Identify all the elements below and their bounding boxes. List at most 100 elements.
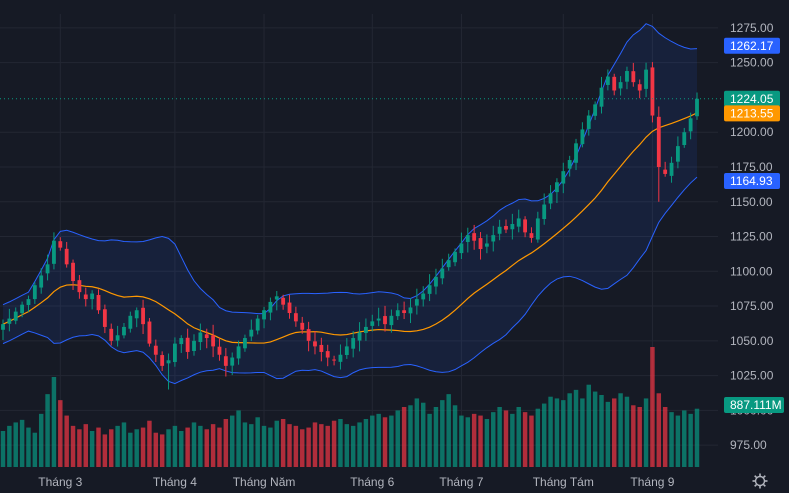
y-tick-label: 975.00 [730, 438, 767, 452]
candle-body [523, 219, 528, 233]
volume-bar [675, 415, 681, 467]
volume-bar [306, 427, 311, 467]
candle [516, 209, 521, 233]
candle [580, 122, 585, 148]
price-axis[interactable]: 975.001000.001025.001050.001075.001100.0… [730, 21, 774, 452]
candle [58, 237, 63, 251]
candle-body [236, 346, 241, 359]
candle-body [77, 280, 82, 293]
candle [637, 79, 642, 99]
candle [325, 344, 330, 367]
candles [1, 62, 699, 390]
candle [561, 162, 566, 194]
candle-body [115, 335, 120, 341]
candle-body [389, 315, 394, 326]
volume-badge-text: 887.111M [730, 398, 782, 412]
volume-bar [643, 398, 649, 467]
volume-bar [580, 398, 585, 467]
volume-bar [420, 402, 426, 467]
candle-body [153, 345, 158, 355]
candle [644, 62, 648, 98]
candle-body [625, 71, 629, 82]
candle-body [535, 218, 540, 240]
candle-body [669, 162, 674, 176]
volume-bar [497, 407, 502, 467]
volume-bar [0, 431, 6, 467]
volume-bar [535, 408, 541, 467]
volume-bar [38, 413, 44, 467]
candle [262, 306, 266, 329]
candle-body [166, 360, 171, 364]
volume-bar [637, 407, 642, 467]
volume-bar [249, 424, 254, 467]
volume-bar [204, 429, 209, 467]
moving-average-badge [724, 105, 780, 122]
volume-bar [96, 427, 101, 467]
candle-body [274, 296, 279, 300]
candle [414, 288, 419, 315]
candle-body [402, 310, 407, 314]
candle-body [453, 251, 457, 263]
volume-bar [357, 422, 362, 467]
candle [625, 66, 629, 90]
candle [204, 328, 209, 349]
candle-body [478, 238, 483, 250]
volume-bar [7, 425, 12, 467]
candle-body [58, 241, 63, 248]
volume-bar [510, 413, 515, 467]
volume-bar [217, 427, 222, 467]
candle [440, 258, 445, 285]
candle-body [332, 359, 336, 361]
volume-bar [51, 377, 57, 467]
candle [141, 299, 145, 335]
candle [313, 331, 317, 355]
settings-gear-icon[interactable] [752, 473, 768, 489]
candle [465, 227, 470, 253]
candle [179, 335, 184, 353]
candle [96, 289, 101, 314]
candle [682, 127, 687, 148]
candle [408, 298, 413, 324]
candle-body [306, 329, 311, 341]
candle [7, 308, 12, 332]
candle [605, 69, 610, 91]
candle [172, 337, 177, 367]
candle [535, 211, 540, 243]
volume-bar [128, 432, 133, 467]
candle-body [504, 226, 508, 230]
volume-bar [179, 431, 184, 467]
bollinger-bands [2, 23, 698, 385]
candle-body [675, 146, 680, 162]
volume-bar [554, 398, 560, 467]
time-axis[interactable]: Tháng 3 Tháng 4 Tháng Năm Tháng 6 Tháng 7 Thá… [38, 475, 674, 489]
volume-bar [592, 391, 598, 467]
candle-body [52, 240, 56, 264]
candle-body [204, 334, 209, 339]
y-tick-label: 1250.00 [730, 56, 774, 70]
candle-body [682, 132, 687, 146]
candle [249, 319, 254, 342]
candle [128, 311, 133, 333]
y-tick-label: 1275.00 [730, 21, 774, 35]
candle-body [555, 182, 559, 193]
candle [77, 275, 82, 299]
upper-band-badge [724, 37, 780, 54]
upper-band-badge-text: 1262.17 [730, 39, 774, 53]
volume-bar [185, 427, 190, 467]
candle-body [459, 243, 464, 254]
volume-bar [459, 415, 464, 467]
candle-body [96, 295, 101, 311]
candle [529, 227, 534, 243]
candle-body [147, 321, 152, 344]
x-tick-label: Tháng 7 [439, 475, 483, 489]
candle [351, 331, 356, 358]
candle [281, 294, 286, 310]
candle-body [472, 233, 477, 241]
candle-body [223, 356, 228, 366]
candle [293, 306, 298, 327]
candle-body [141, 307, 145, 325]
candle-body [644, 69, 648, 89]
candle [434, 268, 438, 295]
moving-average-line [2, 112, 698, 344]
